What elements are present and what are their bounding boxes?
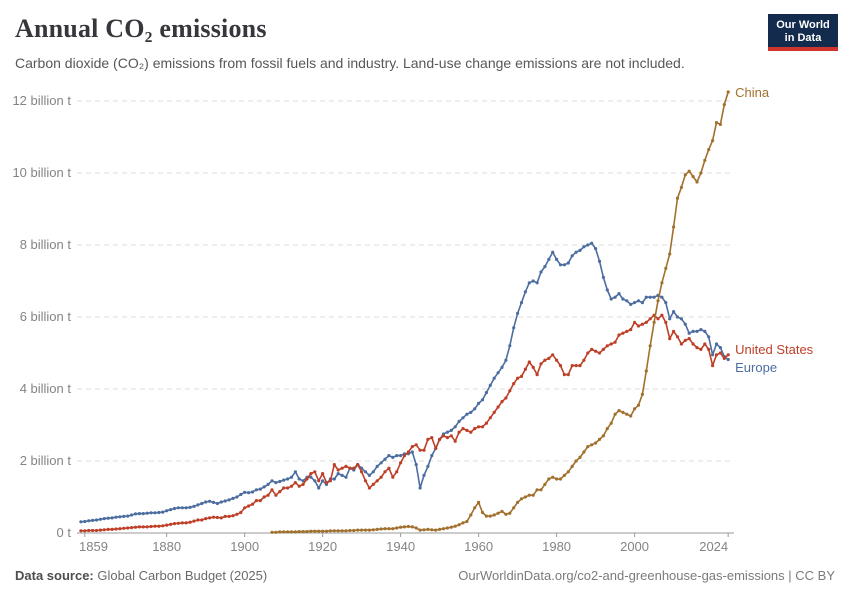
owid-logo-text: Our World in Data <box>776 19 830 44</box>
series-dots-europe <box>79 241 730 524</box>
chart-subtitle: Carbon dioxide (CO₂) emissions from foss… <box>15 55 685 71</box>
x-tick-label: 1960 <box>464 539 494 554</box>
y-tick-label: 4 billion t <box>19 381 71 396</box>
x-tick-label: 1920 <box>308 539 338 554</box>
x-tick-label: 2000 <box>620 539 650 554</box>
series-line-china <box>272 91 729 534</box>
series-line-europe <box>80 242 729 523</box>
series-dots-united-states <box>79 313 730 533</box>
footer-link[interactable]: OurWorldinData.org/co2-and-greenhouse-ga… <box>458 568 835 583</box>
data-source: Data source: Global Carbon Budget (2025) <box>15 568 267 583</box>
x-tick-label: 2024 <box>699 539 729 554</box>
chart-footer: Data source: Global Carbon Budget (2025)… <box>15 568 835 583</box>
series-dots-china <box>270 90 730 534</box>
y-tick-label: 0 t <box>56 525 71 540</box>
x-tick-label: 1940 <box>386 539 416 554</box>
data-source-value: Global Carbon Budget (2025) <box>97 568 268 583</box>
x-tick-label: 1880 <box>152 539 182 554</box>
page-title: Annual CO₂ emissions <box>15 14 267 43</box>
series-line-united-states <box>80 314 729 532</box>
y-tick-label: 10 billion t <box>12 165 71 180</box>
owid-logo-red-bar <box>768 47 838 51</box>
y-tick-label: 6 billion t <box>19 309 71 324</box>
series-label-china: China <box>735 85 770 100</box>
data-source-label: Data source: <box>15 568 94 583</box>
y-tick-label: 2 billion t <box>19 453 71 468</box>
x-tick-label: 1980 <box>542 539 572 554</box>
series-label-europe: Europe <box>735 360 778 376</box>
y-tick-label: 8 billion t <box>19 237 71 252</box>
x-tick-label: 1859 <box>79 539 108 554</box>
owid-logo[interactable]: Our World in Data <box>768 14 838 51</box>
y-tick-label: 12 billion t <box>12 93 71 108</box>
series-label-united-states: United States <box>735 341 814 357</box>
x-tick-label: 1900 <box>230 539 260 554</box>
